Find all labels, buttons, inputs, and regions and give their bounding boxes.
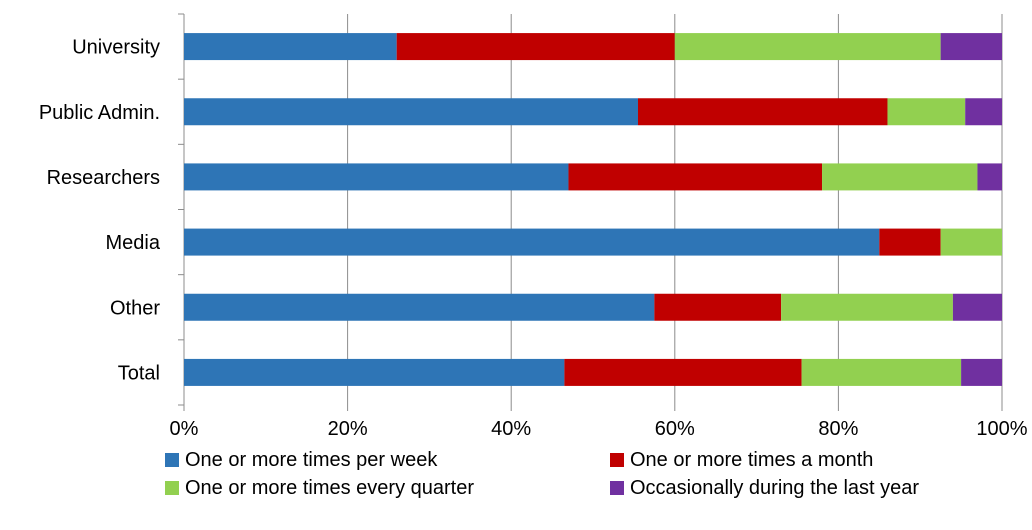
bar-segment-1-3 xyxy=(965,98,1002,126)
bar-segment-2-1 xyxy=(568,163,823,191)
bar-segment-0-2 xyxy=(674,33,941,61)
bar-segment-4-1 xyxy=(654,293,782,321)
bar-segment-3-0 xyxy=(184,228,880,256)
bar-segment-2-3 xyxy=(977,163,1002,191)
legend-item-monthly: One or more times a month xyxy=(610,447,1005,473)
x-tick-label-3: 60% xyxy=(655,418,695,440)
legend-item-occasionally: Occasionally during the last year xyxy=(610,475,1005,501)
bar-segment-0-1 xyxy=(396,33,675,61)
legend-item-weekly: One or more times per week xyxy=(165,447,610,473)
legend-swatch-weekly xyxy=(165,453,179,467)
x-tick-label-5: 100% xyxy=(976,418,1027,440)
bar-segment-5-1 xyxy=(564,358,802,386)
bar-segment-5-0 xyxy=(184,358,565,386)
bar-segment-1-2 xyxy=(887,98,966,126)
x-tick-label-2: 40% xyxy=(491,418,531,440)
category-label-4: Other xyxy=(110,297,160,319)
bar-segment-1-1 xyxy=(637,98,888,126)
legend-label-weekly: One or more times per week xyxy=(185,449,438,471)
bar-segment-5-3 xyxy=(961,358,1002,386)
legend-item-quarterly: One or more times every quarter xyxy=(165,475,610,501)
bar-segment-4-0 xyxy=(184,293,655,321)
bar-segment-2-2 xyxy=(822,163,978,191)
bar-segment-0-3 xyxy=(940,33,1002,61)
category-label-3: Media xyxy=(106,232,161,254)
legend-label-quarterly: One or more times every quarter xyxy=(185,477,474,499)
bar-segment-2-0 xyxy=(184,163,569,191)
legend: One or more times per week One or more t… xyxy=(165,447,1005,501)
bar-segment-3-1 xyxy=(879,228,941,256)
legend-swatch-monthly xyxy=(610,453,624,467)
category-label-2: Researchers xyxy=(47,167,160,189)
x-tick-label-4: 80% xyxy=(818,418,858,440)
legend-label-occasionally: Occasionally during the last year xyxy=(630,477,920,499)
legend-swatch-occasionally xyxy=(610,481,624,495)
bar-segment-4-3 xyxy=(952,293,1002,321)
category-label-1: Public Admin. xyxy=(39,102,160,124)
x-tick-label-1: 20% xyxy=(328,418,368,440)
bar-segment-3-2 xyxy=(940,228,1002,256)
stacked-bar-chart: 0% 20% 40% 60% 80% 100% University Public Admin… xyxy=(39,13,1028,440)
legend-label-monthly: One or more times a month xyxy=(630,449,874,471)
bar-segment-5-2 xyxy=(801,358,962,386)
legend-swatch-quarterly xyxy=(165,481,179,495)
bar-segment-4-2 xyxy=(781,293,953,321)
category-label-5: Total xyxy=(118,362,160,384)
x-tick-label-0: 0% xyxy=(170,418,199,440)
bar-segment-0-0 xyxy=(184,33,397,61)
category-label-0: University xyxy=(72,37,160,59)
bar-segment-1-0 xyxy=(184,98,638,126)
